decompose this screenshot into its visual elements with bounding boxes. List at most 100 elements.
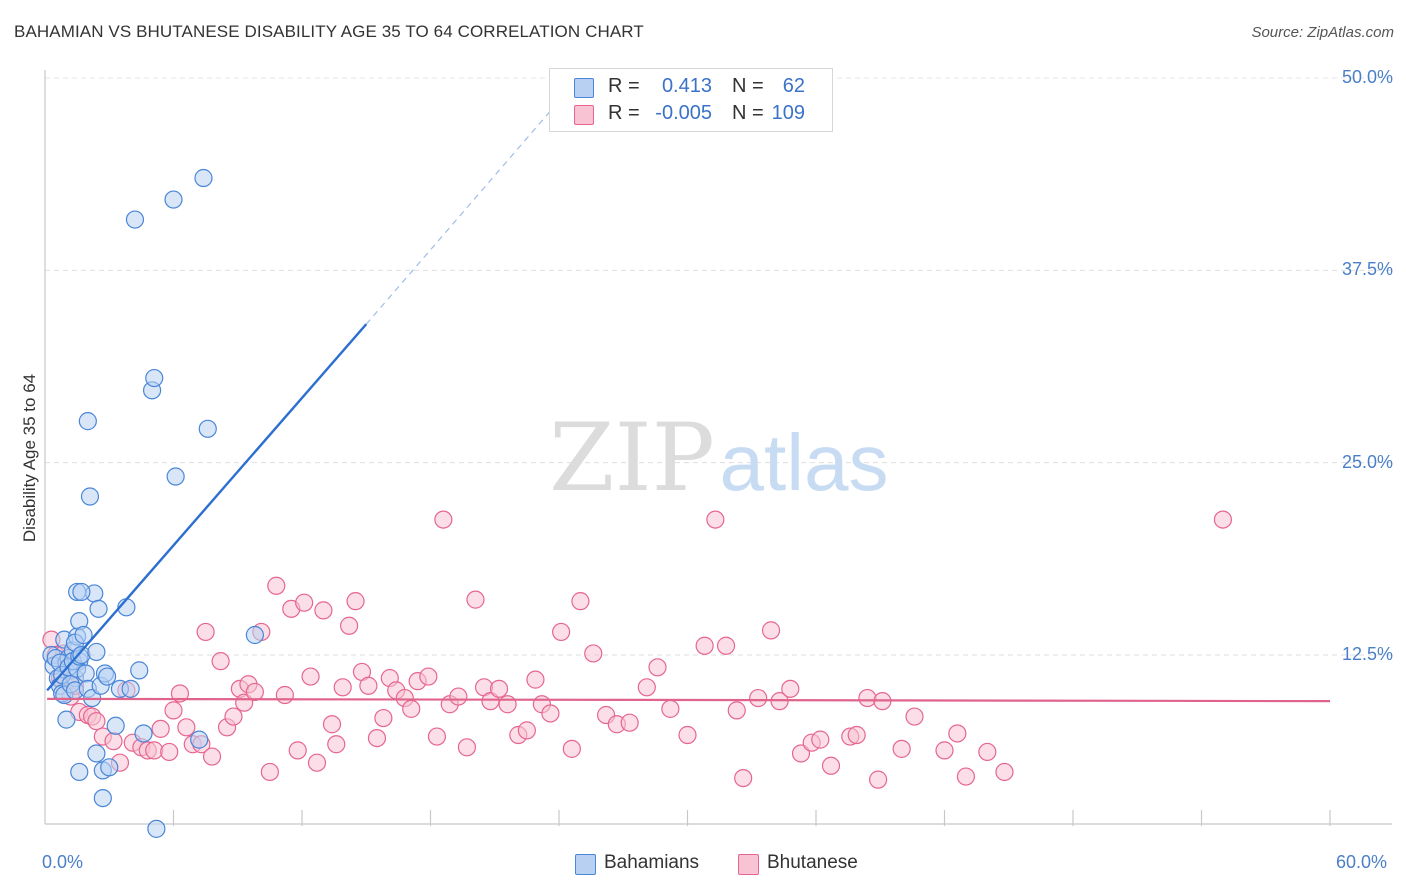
bhutanese-swatch: [574, 105, 594, 125]
bhutanese-point: [260, 762, 279, 782]
bhutanese-point: [526, 670, 545, 689]
bhutanese-point: [571, 592, 590, 611]
bahamian-point: [166, 467, 185, 486]
bahamian-point: [100, 758, 119, 777]
stats-r-value: -0.005: [655, 102, 712, 124]
bahamian-point: [164, 190, 183, 209]
bhutanese-point: [1213, 510, 1233, 529]
bahamian-point: [76, 664, 95, 683]
bhutanese-point: [749, 688, 768, 708]
bahamian-point: [134, 724, 153, 743]
x-tick-label: 60.0%: [1336, 852, 1388, 872]
watermark-zip: ZIP: [549, 404, 715, 513]
bahamian-point: [78, 412, 97, 431]
bahamian-point: [106, 716, 125, 735]
bahamian-point: [245, 625, 264, 645]
bahamian-point: [72, 645, 91, 665]
chart-source: Source: ZipAtlas.com: [1251, 24, 1394, 41]
trend-lines: [46, 100, 1331, 703]
bhutanese-point: [346, 592, 365, 611]
bhutanese-point: [151, 719, 170, 738]
y-tick-label: 25.0%: [1341, 451, 1393, 472]
bhutanese-point: [552, 622, 571, 642]
bhutanese-point: [333, 678, 352, 697]
bhutanese-point: [858, 688, 877, 708]
stats-r-value: 0.413: [661, 75, 712, 97]
bhutanese-point: [781, 679, 800, 698]
bahamian-point: [93, 788, 112, 808]
bhutanese-point: [648, 658, 667, 677]
bhutanese-point: [661, 699, 680, 718]
bhutanese-point: [678, 725, 697, 745]
legend: Bahamians Bhutanese: [0, 852, 1406, 878]
x-tick-label: 0.0%: [42, 852, 84, 872]
stats-n-label: N =: [732, 102, 764, 124]
bahamian-point: [87, 744, 106, 763]
bhutanese-point: [177, 718, 196, 737]
bhutanese-point: [706, 510, 725, 529]
legend-label-bahamians: Bahamians: [604, 852, 700, 873]
bhutanese-point: [275, 685, 294, 705]
bhutanese-point: [314, 601, 333, 620]
stats-n-value: 62: [782, 75, 805, 97]
bhutanese-point: [288, 741, 307, 760]
bahamians-trend-line: [46, 323, 368, 692]
bhutanese-point: [869, 770, 888, 789]
bhutanese-point: [196, 622, 215, 642]
bhutanese-point: [935, 741, 954, 760]
bhutanese-point: [87, 712, 106, 731]
legend-label-bhutanese: Bhutanese: [767, 852, 858, 873]
bhutanese-point: [978, 742, 997, 762]
bhutanese-point: [498, 695, 517, 714]
bhutanese-point: [160, 742, 179, 762]
bahamian-point: [147, 819, 166, 838]
bhutanese-point: [734, 768, 753, 788]
bhutanese-point: [295, 593, 314, 612]
stats-r-label: R =: [608, 102, 640, 124]
bhutanese-point: [821, 756, 841, 775]
bahamian-point: [145, 368, 164, 388]
bhutanese-point: [145, 741, 164, 760]
bhutanese-point: [267, 576, 286, 595]
bhutanese-point: [727, 701, 746, 720]
axes: [44, 70, 1392, 826]
bhutanese-point: [562, 739, 581, 758]
bahamian-point: [87, 642, 106, 662]
bahamian-point: [89, 599, 108, 618]
bhutanese-point: [716, 636, 736, 655]
stats-row-bahamians: R = 0.413 N = 62: [550, 73, 832, 101]
bahamians-trend-extension: [365, 100, 560, 325]
stats-r-label: R =: [608, 75, 640, 97]
bhutanese-point: [104, 732, 123, 751]
bhutanese-point: [340, 616, 359, 635]
bahamian-point: [130, 661, 149, 680]
bahamians-swatch: [574, 78, 594, 98]
bhutanese-point: [948, 724, 967, 743]
bhutanese-point: [584, 644, 603, 663]
watermark-atlas: atlas: [720, 418, 889, 507]
bahamian-point: [57, 710, 76, 729]
bhutanese-point: [811, 730, 830, 749]
bhutanese-point: [322, 715, 342, 734]
legend-swatch-bahamians: [575, 854, 596, 875]
bhutanese-point: [202, 747, 222, 766]
bhutanese-point: [517, 721, 536, 740]
bhutanese-point: [245, 682, 264, 702]
bhutanese-points: [42, 510, 1233, 789]
bahamian-point: [125, 210, 145, 229]
bahamian-point: [98, 667, 117, 686]
bahamian-point: [190, 730, 209, 749]
bhutanese-point: [434, 510, 453, 529]
stats-n-value: 109: [771, 102, 805, 124]
bhutanese-point: [995, 762, 1014, 782]
bahamian-point: [121, 679, 140, 698]
legend-swatch-bhutanese: [738, 854, 759, 875]
bhutanese-point: [374, 708, 393, 728]
bhutanese-point: [301, 667, 320, 686]
bhutanese-point: [905, 707, 924, 726]
bahamian-point: [198, 419, 217, 438]
bhutanese-point: [211, 652, 230, 671]
bhutanese-point: [637, 678, 656, 697]
gridlines: [45, 77, 1392, 656]
bhutanese-point: [761, 621, 781, 640]
